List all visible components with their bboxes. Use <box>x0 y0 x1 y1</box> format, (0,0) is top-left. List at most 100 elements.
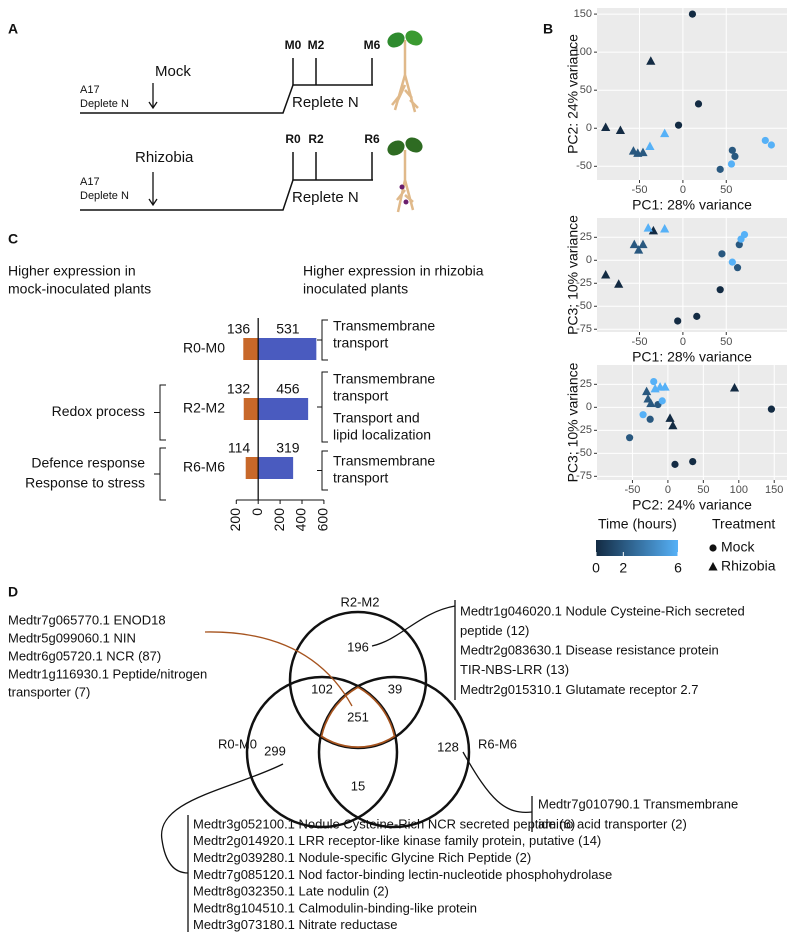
point-circle <box>650 377 658 386</box>
x-tick-label: -50 <box>632 336 648 348</box>
panel-label: C <box>8 231 18 247</box>
point-triangle <box>614 279 624 288</box>
left-heading: Higher expression in <box>8 263 136 279</box>
point-circle <box>689 458 697 466</box>
highlight-gene: Medtr7g065770.1 ENOD18 <box>8 612 166 627</box>
bracket <box>154 384 166 441</box>
category-label: R6-M6 <box>183 459 225 475</box>
value-label: 531 <box>276 321 300 337</box>
callout-gene: Medtr2g014920.1 LRR receptor-like kinase… <box>193 833 601 848</box>
timeline <box>80 179 373 211</box>
point-circle <box>658 397 666 405</box>
point-triangle <box>601 270 611 279</box>
y-tick-label: -25 <box>576 424 592 436</box>
point-triangle <box>634 245 644 254</box>
point-triangle <box>660 128 670 138</box>
point-circle <box>740 230 749 239</box>
annotation: Transport and <box>333 410 420 426</box>
point-triangle <box>645 141 655 151</box>
region-count: 196 <box>347 639 369 654</box>
point-circle <box>671 460 679 468</box>
x-tick-label: 150 <box>765 484 783 496</box>
highlight-gene: Medtr6g05720.1 NCR (87) <box>8 648 161 663</box>
strain-label: A17 <box>80 176 100 188</box>
point-triangle <box>665 413 675 422</box>
x-tick-label: 50 <box>720 336 732 348</box>
point-circle <box>693 312 701 320</box>
y-tick-label: -50 <box>576 447 592 459</box>
condition-label: Deplete N <box>80 98 129 110</box>
annotation: Transmembrane <box>333 318 435 334</box>
point-circle <box>727 160 736 168</box>
point-circle <box>639 411 647 419</box>
x-tick-label: 0 <box>680 336 686 348</box>
x-tick-label: 0 <box>665 484 671 496</box>
callout-gene: Medtr2g015310.1 Glutamate receptor 2.7 <box>460 682 698 697</box>
y-tick-label: -50 <box>576 160 592 172</box>
point-triangle <box>646 56 656 65</box>
right-heading: inoculated plants <box>303 281 408 297</box>
point-circle <box>728 258 736 266</box>
point-triangle <box>660 382 670 391</box>
y-tick-label: 0 <box>586 401 592 413</box>
category-label: R0-M0 <box>183 340 225 356</box>
callout-gene: Medtr1g046020.1 Nodule Cysteine-Rich sec… <box>460 603 745 618</box>
region-count: 251 <box>347 709 369 724</box>
timepoint-label: M0 <box>285 38 302 52</box>
point-circle <box>688 10 697 18</box>
callout-gene: TIR-NBS-LRR (13) <box>460 662 569 677</box>
point-triangle <box>638 239 648 249</box>
region-count: 39 <box>388 681 402 696</box>
y-axis-label: PC3: 10% variance <box>565 215 581 335</box>
point-circle <box>646 415 654 423</box>
colorbar-label: 6 <box>674 560 682 576</box>
y-tick-label: -25 <box>576 277 592 289</box>
point-circle <box>731 152 739 161</box>
point-triangle <box>660 224 670 233</box>
y-tick-label: 0 <box>586 254 592 266</box>
highlight-gene: Medtr5g099060.1 NIN <box>8 630 136 645</box>
y-tick-label: 25 <box>580 231 592 243</box>
x-tick-label: 200 <box>227 508 243 532</box>
bar <box>243 398 259 420</box>
timeline <box>80 84 373 114</box>
point-circle <box>761 136 769 145</box>
callout-gene: Medtr7g085120.1 Nod factor-binding lecti… <box>193 867 612 882</box>
point-circle <box>733 264 742 272</box>
connectors <box>161 600 533 932</box>
callout-gene: Medtr8g104510.1 Calmodulin-binding-like … <box>193 900 477 915</box>
point-triangle <box>729 383 740 392</box>
point-circle <box>735 241 743 249</box>
set-label: R6-M6 <box>478 736 517 751</box>
x-tick-label: -50 <box>632 184 648 196</box>
point-circle <box>716 165 724 173</box>
region-count: 128 <box>437 739 459 754</box>
point-triangle <box>601 122 611 131</box>
annotation: Redox process <box>52 403 145 419</box>
x-axis-label: PC2: 24% variance <box>632 497 752 513</box>
x-tick-label: 0 <box>680 184 686 196</box>
timepoint-label: M2 <box>308 38 325 52</box>
timepoint-label: M6 <box>364 38 381 52</box>
point-circle <box>718 250 726 258</box>
y-tick-label: -75 <box>576 323 592 335</box>
bracket <box>317 450 328 491</box>
callout-gene: Medtr7g010790.1 Transmembrane <box>538 796 738 811</box>
point-circle <box>709 544 717 552</box>
bracket <box>317 319 328 361</box>
callout-gene: Medtr8g032350.1 Late nodulin (2) <box>193 884 389 899</box>
condition-label: Deplete N <box>80 190 129 202</box>
callout-gene: amino acid transporter (2) <box>538 816 687 831</box>
annotation: Transmembrane <box>333 371 435 387</box>
point-circle <box>674 121 683 129</box>
highlight-gene: transporter (7) <box>8 684 90 699</box>
point-circle <box>674 317 682 325</box>
region-count: 102 <box>311 681 333 696</box>
timepoint-label: R2 <box>308 132 324 146</box>
arrow <box>148 172 158 207</box>
annotation: Response to stress <box>25 475 145 491</box>
plot-background <box>597 8 787 180</box>
x-tick-label: 0 <box>249 508 265 516</box>
x-tick-label: 400 <box>293 508 309 532</box>
bar <box>243 338 259 360</box>
